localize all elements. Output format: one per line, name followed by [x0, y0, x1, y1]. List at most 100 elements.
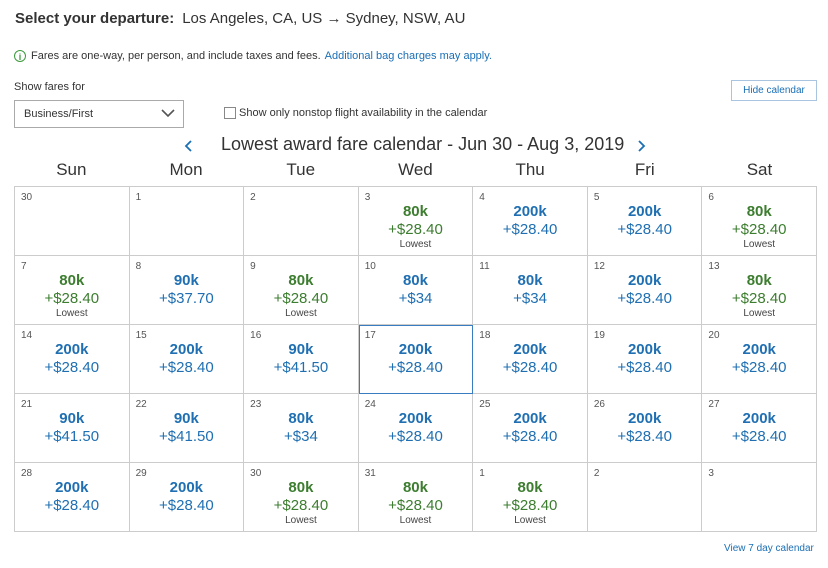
fare-tax: +$28.40: [388, 497, 443, 514]
fare-info: 90k +$41.50: [130, 410, 244, 446]
calendar-day-cell[interactable]: 27 200k +$28.40: [702, 394, 817, 463]
fare-miles: 80k: [402, 272, 428, 289]
calendar-day-cell: 2: [244, 187, 359, 256]
calendar-day-cell[interactable]: 7 80k +$28.40 Lowest: [15, 256, 130, 325]
calendar-day-cell[interactable]: 1 80k +$28.40 Lowest: [473, 463, 588, 532]
calendar-day-cell[interactable]: 21 90k +$41.50: [15, 394, 130, 463]
view-7-day-calendar-link[interactable]: View 7 day calendar: [724, 543, 814, 554]
fare-miles: 80k: [517, 479, 543, 496]
fare-tax: +$28.40: [731, 359, 787, 376]
day-number: 3: [364, 192, 371, 203]
day-number: 31: [364, 468, 376, 479]
fare-tax: +$34: [398, 290, 433, 307]
fare-tax: +$28.40: [731, 290, 787, 307]
fare-info: 80k +$34: [244, 410, 358, 446]
fare-info: 200k +$28.40: [473, 203, 587, 239]
fare-miles: 200k: [398, 341, 433, 358]
fare-info: 200k +$28.40: [588, 203, 702, 239]
calendar-day-cell[interactable]: 24 200k +$28.40: [358, 394, 474, 463]
calendar-day-cell[interactable]: 13 80k +$28.40 Lowest: [702, 256, 817, 325]
weekday-header: Sun Mon Tue Wed Thu Fri Sat: [14, 160, 817, 180]
calendar-day-cell[interactable]: 19 200k +$28.40: [587, 325, 703, 394]
fare-info: 80k +$28.40 Lowest: [473, 479, 587, 527]
cabin-select[interactable]: Business/First: [14, 100, 184, 128]
fare-tax: +$41.50: [44, 428, 100, 445]
day-number: 28: [21, 468, 33, 479]
show-fares-label: Show fares for: [14, 81, 85, 93]
fare-tax: +$41.50: [273, 359, 329, 376]
fare-tax: +$28.40: [731, 428, 787, 445]
fare-miles: 200k: [513, 341, 547, 358]
nonstop-checkbox[interactable]: [224, 107, 236, 119]
fare-tax: +$34: [284, 428, 318, 445]
fare-miles: 80k: [746, 203, 772, 220]
calendar-day-cell[interactable]: 4 200k +$28.40: [473, 187, 588, 256]
calendar-day-cell[interactable]: 10 80k +$34: [358, 256, 474, 325]
fare-tax: +$28.40: [388, 428, 443, 445]
chevron-right-icon[interactable]: [634, 139, 648, 153]
weekday-label: Fri: [634, 160, 655, 179]
day-number: 2: [250, 192, 256, 203]
fare-tax: +$28.40: [44, 359, 100, 376]
fare-info: 200k +$28.40: [588, 341, 702, 377]
fare-info: 80k +$28.40 Lowest: [359, 203, 473, 251]
calendar-day-cell: 3: [702, 463, 817, 532]
fare-info: 200k +$28.40: [15, 479, 129, 515]
nonstop-filter[interactable]: Show only nonstop flight availability in…: [224, 107, 487, 119]
fare-tax: +$28.40: [502, 428, 558, 445]
lowest-label: Lowest: [514, 515, 546, 526]
day-number: 1: [479, 468, 485, 479]
fare-miles: 200k: [742, 341, 776, 358]
lowest-label: Lowest: [55, 308, 88, 319]
calendar-day-cell[interactable]: 16 90k +$41.50: [244, 325, 359, 394]
calendar-day-cell: 2: [587, 463, 703, 532]
bag-charges-link[interactable]: Additional bag charges may apply.: [324, 50, 492, 62]
chevron-left-icon[interactable]: [182, 139, 196, 153]
calendar-title: Lowest award fare calendar - Jun 30 - Au…: [221, 134, 625, 154]
fare-info: 80k +$28.40 Lowest: [702, 203, 816, 251]
day-number: 7: [21, 261, 27, 272]
calendar-day-cell[interactable]: 15 200k +$28.40: [129, 325, 245, 394]
calendar-day-cell[interactable]: 26 200k +$28.40: [587, 394, 703, 463]
fare-tax: +$28.40: [617, 221, 672, 238]
calendar-day-cell[interactable]: 22 90k +$41.50: [129, 394, 245, 463]
calendar-day-cell[interactable]: 25 200k +$28.40: [473, 394, 588, 463]
fare-tax: +$28.40: [159, 359, 214, 376]
fare-miles: 200k: [627, 410, 662, 427]
calendar-day-cell[interactable]: 31 80k +$28.40 Lowest: [358, 463, 474, 532]
fare-info: 90k +$41.50: [244, 341, 358, 377]
fare-tax: +$28.40: [44, 290, 100, 307]
calendar-day-cell[interactable]: 28 200k +$28.40: [15, 463, 130, 532]
fare-miles: 90k: [59, 410, 85, 427]
fare-miles: 90k: [173, 410, 199, 427]
calendar-day-cell[interactable]: 12 200k +$28.40: [587, 256, 703, 325]
calendar-day-cell[interactable]: 6 80k +$28.40 Lowest: [702, 187, 817, 256]
calendar-day-cell[interactable]: 23 80k +$34: [244, 394, 359, 463]
fare-calendar-grid: 30 1 2 3 80k +$28.40 Lowest 4 200k +$28.40 5 200k +$…: [14, 186, 817, 532]
calendar-day-cell[interactable]: 5 200k +$28.40: [587, 187, 703, 256]
weekday-label: Wed: [398, 160, 433, 179]
fare-miles: 200k: [513, 203, 547, 220]
fare-miles: 90k: [288, 341, 314, 358]
calendar-day-cell[interactable]: 20 200k +$28.40: [702, 325, 817, 394]
fare-info: 200k +$28.40: [588, 410, 702, 446]
fare-miles: 80k: [288, 272, 314, 289]
fare-tax: +$28.40: [44, 497, 100, 514]
hide-calendar-button[interactable]: Hide calendar: [731, 80, 817, 101]
calendar-day-cell[interactable]: 9 80k +$28.40 Lowest: [244, 256, 359, 325]
day-number: 25: [479, 399, 491, 410]
calendar-day-cell[interactable]: 11 80k +$34: [473, 256, 588, 325]
calendar-day-cell[interactable]: 17 200k +$28.40: [358, 325, 474, 394]
day-number: 20: [708, 330, 720, 341]
calendar-day-cell[interactable]: 8 90k +$37.70: [129, 256, 245, 325]
calendar-day-cell[interactable]: 30 80k +$28.40 Lowest: [244, 463, 359, 532]
calendar-day-cell[interactable]: 29 200k +$28.40: [129, 463, 245, 532]
day-number: 9: [250, 261, 256, 272]
calendar-day-cell[interactable]: 18 200k +$28.40: [473, 325, 588, 394]
calendar-day-cell[interactable]: 3 80k +$28.40 Lowest: [358, 187, 474, 256]
day-number: 17: [364, 330, 376, 341]
day-number: 4: [479, 192, 485, 203]
nonstop-label: Show only nonstop flight availability in…: [239, 107, 488, 119]
fare-tax: +$28.40: [617, 359, 672, 376]
calendar-day-cell[interactable]: 14 200k +$28.40: [15, 325, 130, 394]
